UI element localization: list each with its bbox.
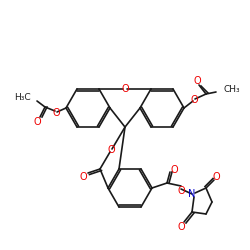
Text: O: O — [177, 222, 185, 232]
Text: H₃C: H₃C — [14, 94, 31, 102]
Text: O: O — [52, 108, 60, 118]
Text: O: O — [33, 117, 41, 127]
Text: O: O — [170, 165, 178, 175]
Text: O: O — [212, 172, 220, 182]
Text: O: O — [190, 95, 198, 105]
Text: N: N — [188, 189, 196, 199]
Text: O: O — [193, 76, 201, 86]
Text: CH₃: CH₃ — [223, 86, 240, 94]
Text: O: O — [121, 84, 129, 94]
Text: O: O — [79, 172, 87, 182]
Text: O: O — [177, 186, 185, 196]
Text: O: O — [107, 145, 115, 155]
